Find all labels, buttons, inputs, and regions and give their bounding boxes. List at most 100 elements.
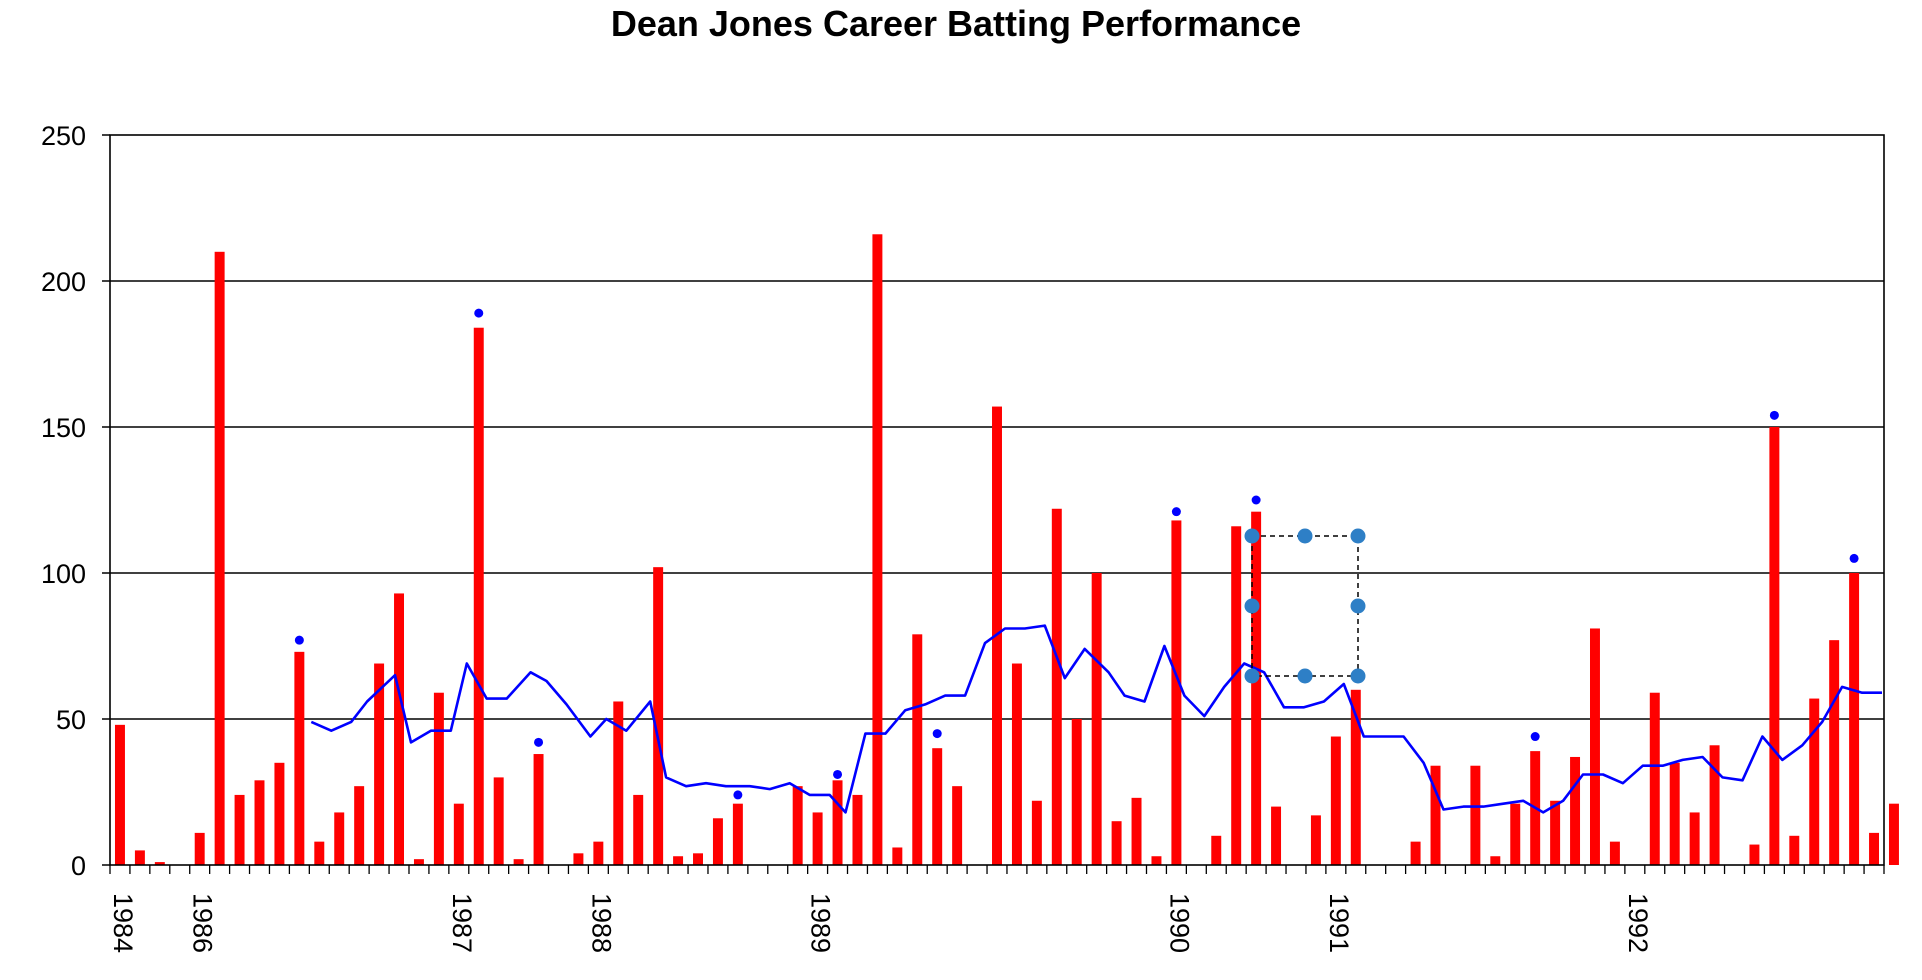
selection-frame[interactable] bbox=[1244, 528, 1366, 684]
innings-bar bbox=[653, 567, 664, 865]
not-out-markers bbox=[294, 308, 1859, 800]
innings-bar bbox=[194, 832, 205, 865]
not-out-marker bbox=[474, 308, 484, 318]
innings-bar bbox=[294, 651, 305, 865]
innings-bar bbox=[693, 853, 703, 865]
innings-bar bbox=[852, 794, 863, 865]
not-out-marker bbox=[1849, 553, 1859, 563]
innings-bar bbox=[673, 856, 684, 865]
innings-bar bbox=[1869, 832, 1880, 865]
innings-bar bbox=[932, 748, 943, 865]
innings-bar bbox=[374, 663, 385, 865]
innings-bar bbox=[1689, 812, 1700, 865]
innings-bar bbox=[1231, 526, 1242, 865]
innings-bar bbox=[1131, 797, 1142, 865]
innings-bar bbox=[1888, 803, 1899, 865]
innings-bar bbox=[1330, 736, 1341, 865]
innings-bar bbox=[1310, 815, 1321, 865]
innings-bar bbox=[1031, 800, 1042, 865]
innings-bar bbox=[1430, 765, 1441, 865]
batting-average-line bbox=[310, 624, 1882, 814]
innings-bar bbox=[1510, 803, 1521, 865]
innings-bar bbox=[732, 803, 743, 865]
innings-bar bbox=[453, 803, 464, 865]
not-out-marker bbox=[1530, 732, 1540, 742]
resize-handle[interactable] bbox=[1350, 668, 1366, 684]
y-tick-label: 0 bbox=[71, 851, 86, 881]
y-tick-label: 250 bbox=[41, 121, 86, 151]
innings-bar bbox=[473, 327, 484, 866]
innings-bar bbox=[1151, 856, 1162, 865]
innings-bar bbox=[1789, 835, 1800, 865]
y-tick-label: 50 bbox=[56, 705, 86, 735]
innings-bar bbox=[334, 812, 345, 865]
innings-bar bbox=[1490, 856, 1501, 865]
x-tick-label: 1988 bbox=[586, 893, 616, 953]
x-tick-label: 1989 bbox=[806, 893, 836, 953]
y-tick-label: 200 bbox=[41, 267, 86, 297]
innings-bar bbox=[1849, 573, 1860, 865]
innings-bar bbox=[274, 762, 285, 865]
innings-bar bbox=[214, 251, 225, 866]
innings-bar bbox=[533, 754, 544, 865]
innings-bar bbox=[1470, 765, 1481, 865]
selection-box[interactable] bbox=[1251, 535, 1359, 677]
resize-handle[interactable] bbox=[1244, 598, 1260, 614]
innings-bar bbox=[493, 777, 504, 865]
innings-bar bbox=[1550, 800, 1561, 865]
average-line-layer bbox=[310, 624, 1882, 814]
not-out-marker bbox=[1171, 507, 1181, 517]
innings-bar bbox=[254, 780, 265, 865]
innings-bar bbox=[1271, 806, 1282, 865]
x-tick-label: 1992 bbox=[1623, 893, 1653, 953]
innings-bar bbox=[1609, 841, 1620, 865]
not-out-marker bbox=[733, 790, 743, 800]
innings-bar bbox=[1350, 689, 1361, 865]
innings-bar bbox=[134, 850, 145, 865]
innings-bar bbox=[394, 593, 405, 865]
plot-area-border bbox=[109, 134, 1885, 866]
innings-bar bbox=[593, 841, 604, 865]
innings-bar bbox=[573, 853, 584, 865]
innings-bar bbox=[154, 862, 165, 865]
resize-handle[interactable] bbox=[1297, 668, 1313, 684]
innings-bar bbox=[1111, 821, 1122, 865]
innings-bar bbox=[413, 859, 424, 865]
innings-bar bbox=[1211, 835, 1222, 865]
innings-bar bbox=[234, 794, 245, 865]
innings-bar bbox=[354, 786, 365, 865]
innings-bar bbox=[513, 859, 524, 865]
innings-bar bbox=[1051, 508, 1062, 865]
resize-handle[interactable] bbox=[1244, 668, 1260, 684]
resize-handle[interactable] bbox=[1297, 528, 1313, 544]
innings-bar bbox=[633, 794, 644, 865]
y-axis-ticks: 0 50 100 150 200 250 bbox=[41, 121, 110, 881]
not-out-marker bbox=[294, 635, 304, 645]
innings-bar bbox=[613, 701, 624, 865]
innings-bar bbox=[1709, 745, 1720, 865]
innings-bars bbox=[114, 234, 1899, 866]
innings-bar bbox=[1589, 628, 1600, 865]
y-tick-label: 150 bbox=[41, 413, 86, 443]
resize-handle[interactable] bbox=[1350, 528, 1366, 544]
not-out-marker bbox=[1769, 410, 1779, 420]
resize-handle[interactable] bbox=[1350, 598, 1366, 614]
innings-bar bbox=[1809, 698, 1820, 865]
innings-bar bbox=[1091, 573, 1102, 865]
innings-bar bbox=[1171, 520, 1182, 865]
innings-bar bbox=[1410, 841, 1421, 865]
innings-bar bbox=[114, 724, 125, 865]
resize-handle[interactable] bbox=[1244, 528, 1260, 544]
innings-bar bbox=[1669, 762, 1680, 865]
x-tick-label: 1984 bbox=[108, 893, 138, 953]
innings-bar bbox=[1071, 719, 1082, 865]
not-out-marker bbox=[1251, 495, 1261, 505]
x-tick-label: 1987 bbox=[447, 893, 477, 953]
innings-bar bbox=[314, 841, 325, 865]
innings-bar bbox=[1251, 511, 1262, 865]
not-out-marker bbox=[833, 769, 843, 779]
innings-bar bbox=[433, 692, 444, 865]
x-axis-ticks: 1984 1986 1987 1988 1989 1990 1991 1992 bbox=[108, 865, 1885, 953]
y-tick-label: 100 bbox=[41, 559, 86, 589]
